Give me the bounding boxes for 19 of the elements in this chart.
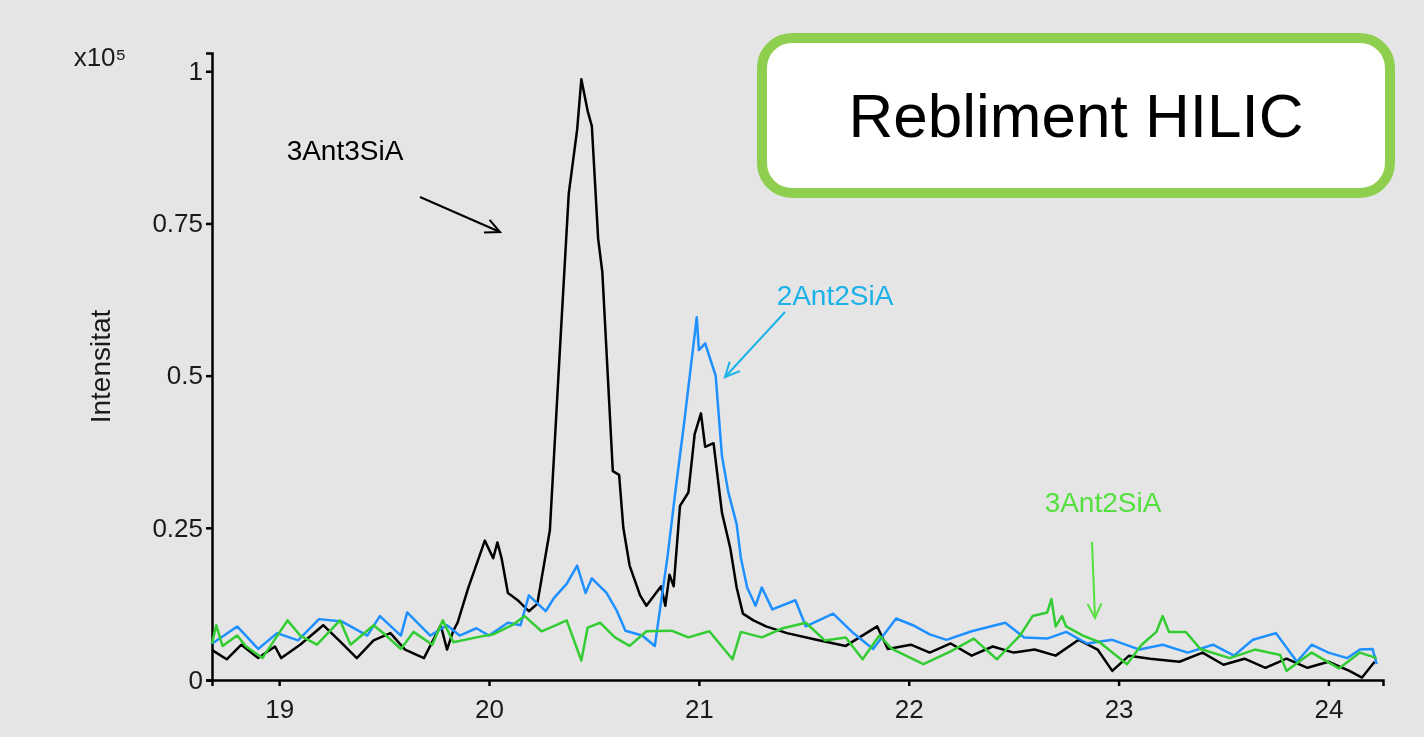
y-axis-title: Intensitat [85,309,116,424]
y-tick-label: 0.75 [152,208,203,239]
y-tick-label: 1 [188,56,203,87]
x-tick-label: 19 [265,693,295,724]
text: x10⁵ [73,42,127,72]
text: Rebliment HILIC [848,81,1304,150]
y-tick-label: 0.5 [166,360,203,391]
line-series [210,597,1378,673]
annotation: 3Ant2SiA [1044,487,1162,518]
x-tick-label: 20 [475,693,504,724]
x-tick-label: 21 [684,693,714,724]
x-tick-label: 22 [894,693,924,724]
annotation: 3Ant3SiA [286,135,404,166]
x-tick-label: 23 [1104,693,1134,724]
annotation: 2Ant2SiA [776,280,894,311]
y-tick-label: 0 [188,664,203,695]
line-series [210,315,1378,666]
y-tick-label: 0.25 [152,512,203,543]
x-tick-label: 24 [1314,693,1344,724]
